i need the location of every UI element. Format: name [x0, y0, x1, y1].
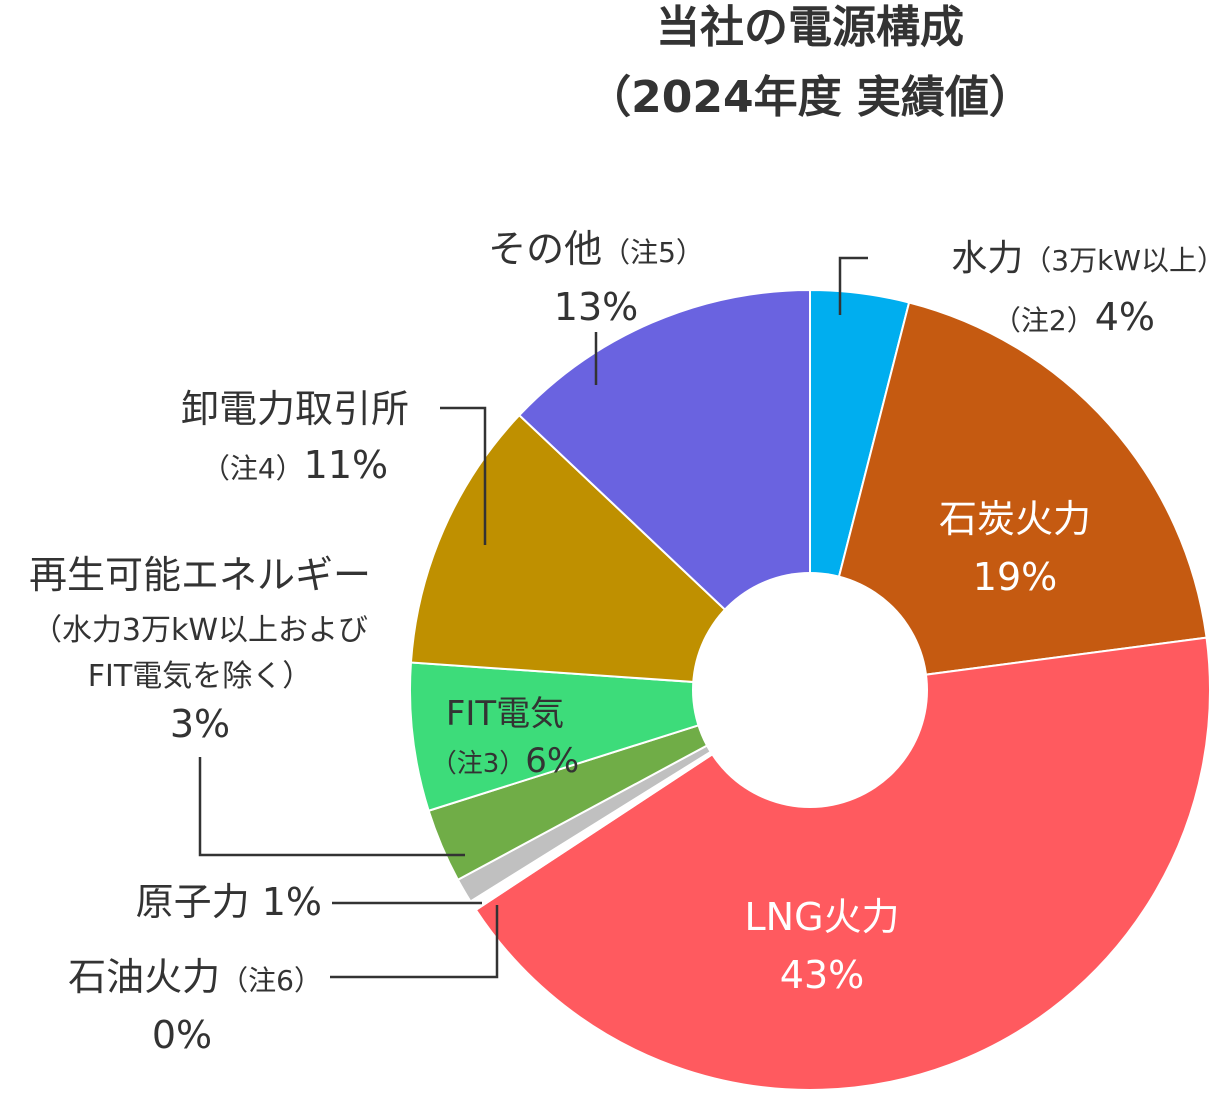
label-coal-pct: 19%	[973, 555, 1057, 599]
leader-line-jepx	[440, 406, 487, 545]
pie-slice-1	[808, 301, 1208, 692]
donut-hole	[692, 572, 928, 808]
leader-line-oil	[330, 905, 499, 979]
label-oil: 石油火力（注6）	[68, 955, 322, 999]
label-jepx: 卸電力取引所	[181, 387, 409, 431]
leader-line-hydro	[838, 256, 868, 315]
chart-title: 当社の電源構成	[656, 2, 964, 53]
label-fit: FIT電気	[446, 694, 564, 734]
pie-slice-7	[409, 413, 813, 692]
chart-subtitle: （2024年度 実績値）	[587, 72, 1033, 123]
pie-slice-8	[517, 288, 811, 693]
label-coal: 石炭火力	[939, 497, 1091, 541]
label-oil-pct: 0%	[152, 1013, 212, 1057]
label-lng: LNG火力	[744, 895, 899, 939]
label-lng-pct: 43%	[780, 953, 864, 997]
label-fit-pct: （注3）6%	[431, 741, 580, 781]
label-hydro-pct: （注2）4%	[993, 295, 1155, 339]
pie-slice-2	[474, 636, 1211, 1091]
label-jepx-pct: （注4）11%	[202, 443, 388, 487]
label-renewable-note: （水力3万kW以上および	[32, 613, 368, 648]
label-renewable: 再生可能エネルギー	[29, 553, 371, 597]
label-other-pct: 13%	[554, 285, 638, 329]
label-hydro: 水力（3万kW以上）	[951, 238, 1225, 279]
label-nuclear: 原子力 1%	[136, 880, 322, 924]
leader-line-renewable	[198, 757, 465, 857]
label-renewable-note2: FIT電気を除く）	[88, 659, 312, 694]
label-renewable-pct: 3%	[170, 702, 230, 746]
label-other: その他（注5）	[488, 227, 704, 271]
